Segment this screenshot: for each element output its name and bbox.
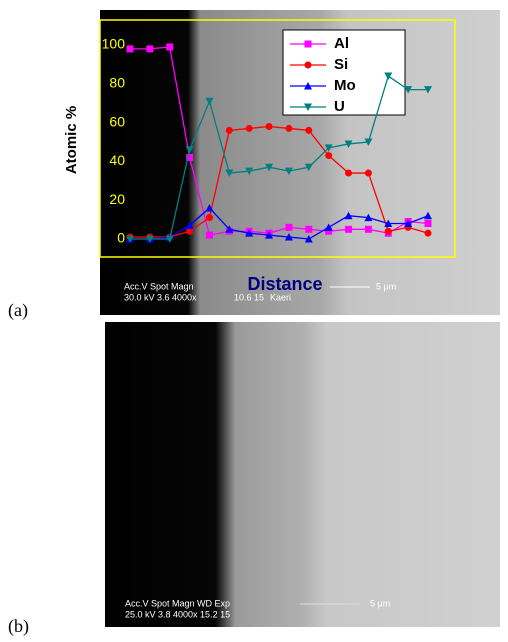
data-point	[345, 170, 352, 177]
legend-marker	[305, 62, 312, 69]
data-point	[305, 226, 312, 233]
data-point	[385, 228, 392, 235]
data-point	[345, 226, 352, 233]
data-point	[285, 125, 292, 132]
x-axis-label: Distance	[247, 274, 322, 294]
data-point	[206, 232, 213, 239]
data-point	[146, 45, 153, 52]
data-point	[166, 43, 173, 50]
legend-label: U	[334, 98, 345, 115]
y-tick-label: 40	[109, 152, 125, 168]
caption: Acc.V Spot Magn WD Exp	[125, 598, 230, 608]
data-point	[206, 214, 213, 221]
data-point	[365, 226, 372, 233]
data-point	[425, 220, 432, 227]
data-point	[266, 123, 273, 130]
caption: 5 μm	[376, 281, 396, 291]
y-axis-label: Atomic %	[63, 106, 80, 174]
y-tick-label: 100	[102, 36, 126, 52]
caption: Kaeri	[270, 292, 291, 302]
caption: 5 μm	[370, 598, 390, 608]
data-point	[246, 125, 253, 132]
panel-label: (b)	[8, 616, 29, 637]
legend-label: Mo	[334, 77, 356, 94]
legend-marker	[305, 41, 312, 48]
y-tick-label: 0	[117, 230, 125, 246]
legend-label: Al	[334, 35, 349, 52]
legend-label: Si	[334, 56, 348, 73]
caption: 30.0 kV 3.6 4000x	[124, 292, 197, 302]
micrograph-b	[105, 322, 500, 627]
data-point	[365, 170, 372, 177]
data-point	[425, 230, 432, 237]
data-point	[285, 224, 292, 231]
data-point	[127, 45, 134, 52]
y-tick-label: 20	[109, 191, 125, 207]
y-tick-label: 80	[109, 75, 125, 91]
caption: 25.0 kV 3.8 4000x 15.2 15	[125, 609, 230, 619]
data-point	[226, 127, 233, 134]
data-point	[305, 127, 312, 134]
y-tick-label: 60	[109, 113, 125, 129]
figure: Atomic % Distance (a) (b) Acc.V Spot Mag…	[0, 0, 508, 637]
caption: 10.6 15	[234, 292, 264, 302]
panel-label: (a)	[8, 300, 28, 321]
data-point	[325, 152, 332, 159]
caption: Acc.V Spot Magn	[124, 281, 194, 291]
